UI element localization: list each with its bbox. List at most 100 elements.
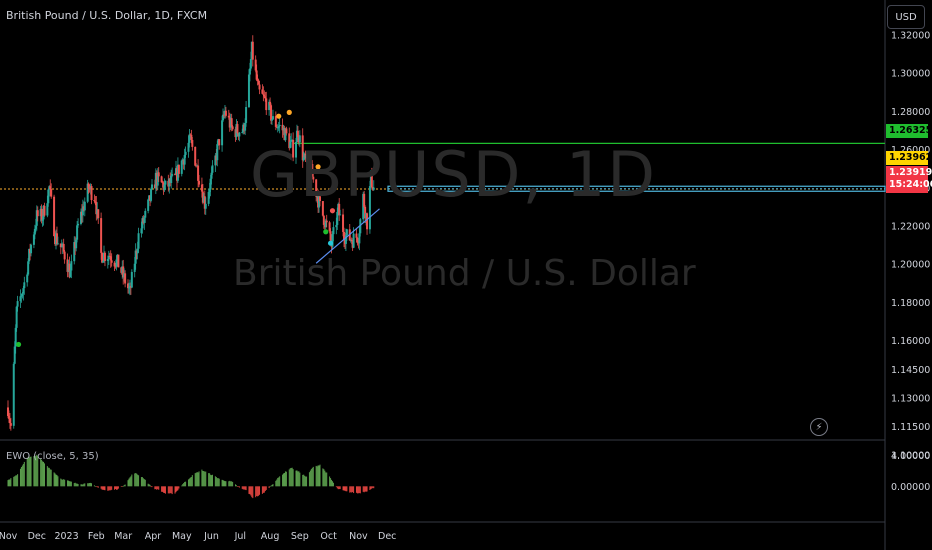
candle-body [214,155,217,166]
candle-body [244,122,247,131]
lightning-icon[interactable]: ⚡ [810,418,828,436]
ewo-bar [342,486,344,491]
y-tick-label: 1.28000 [891,107,930,118]
signal-dot [15,341,22,348]
candle-body [204,203,207,209]
ewo-bar [104,486,106,491]
ewo-bar [122,486,124,487]
ewo-bar [223,480,225,487]
ewo-bar [276,479,278,487]
candle-body [277,126,280,128]
ewo-bar [338,486,340,490]
ewo-bar [275,480,277,487]
ewo-bar [56,475,58,487]
x-tick-label: Feb [88,531,105,542]
ewo-bar [87,483,89,487]
ewo-bar [304,475,306,487]
ewo-bar [121,486,123,487]
ewo-bar [355,486,357,493]
ewo-bar [308,472,310,487]
candle-body [264,96,267,99]
candle-body [364,206,367,219]
candle-body [200,184,203,192]
ewo-bar [371,486,373,489]
y-tick-label: 1.30000 [891,69,930,80]
ewo-bar [251,486,253,498]
ewo-bar [250,486,252,496]
time-axis[interactable]: Nov Dec 2023 Feb Mar Apr May Jun Jul Aug Sep Oct Nov… [0,531,396,542]
ewo-bar [64,479,66,487]
ewo-histogram [7,454,375,499]
ewo-bar [123,485,125,487]
candle-body [269,101,272,106]
ewo-bar [54,473,56,487]
ewo-bar [35,455,37,487]
ewo-bar [151,486,153,488]
ewo-bar [309,470,311,487]
candle-body [100,218,103,253]
ewo-bar [161,486,163,492]
candle-body [183,154,186,165]
candle-body [249,59,252,69]
symbol-title[interactable]: British Pound / U.S. Dollar, 1D, FXCM [6,9,208,22]
ewo-bar [74,482,76,487]
candle-body [9,423,12,426]
candle-body [350,239,353,242]
candle-body [295,141,297,158]
ewo-bar [188,478,190,487]
ewo-tick-label: 4.00000 [891,451,930,462]
y-tick-label: 1.26000 [891,145,930,156]
ewo-bar [319,464,321,487]
ewo-bar [191,475,193,487]
candle-body [32,234,35,245]
signal-dot [315,164,321,170]
ewo-bar [91,483,93,487]
ewo-bar [346,486,348,492]
ewo-bar [317,465,319,487]
candle-body [248,68,251,75]
candle-body [257,80,260,85]
candle-body [227,115,230,118]
candle-body [218,139,221,146]
x-tick-label: Sep [291,531,309,542]
ewo-bar [335,486,337,487]
candle-body [133,263,136,272]
ewo-bar [189,477,191,487]
ewo-bar [190,476,192,487]
candle-body [308,154,311,165]
ewo-bar [142,478,144,487]
ewo-bar [103,486,105,490]
resistance-price-tag: 1.26325 [886,124,932,138]
ewo-bar [75,483,77,487]
ewo-bar [185,481,187,487]
candle-body [41,219,44,221]
candle-body [339,214,342,216]
candle-body [115,259,118,267]
candle-body [203,196,206,209]
candle-body [292,139,295,158]
ewo-bar [177,486,179,491]
ewo-bar [43,463,45,487]
ewo-bar [285,471,287,487]
currency-button[interactable]: USD [887,5,925,29]
ewo-bar [128,478,130,487]
ewo-bar [351,486,353,493]
candle-body [216,144,219,161]
ewo-bar [228,481,230,487]
candle-body [180,160,183,174]
ewo-bar [203,471,205,487]
ewo-bar [115,486,117,490]
indicator-label[interactable]: EWO (close, 5, 35) [6,451,99,462]
ewo-bar [41,459,43,487]
candle-body [36,210,39,217]
price-axis[interactable]: 1.320001.300001.280001.260001.240001.220… [891,31,930,462]
candle-body [275,126,278,128]
ewo-bar [83,483,85,487]
candle-body [177,164,180,174]
candle-body [208,189,211,193]
ewo-bar [316,466,318,487]
candle-body [284,128,287,141]
candle-body [88,188,91,190]
ewo-bar [235,484,237,487]
